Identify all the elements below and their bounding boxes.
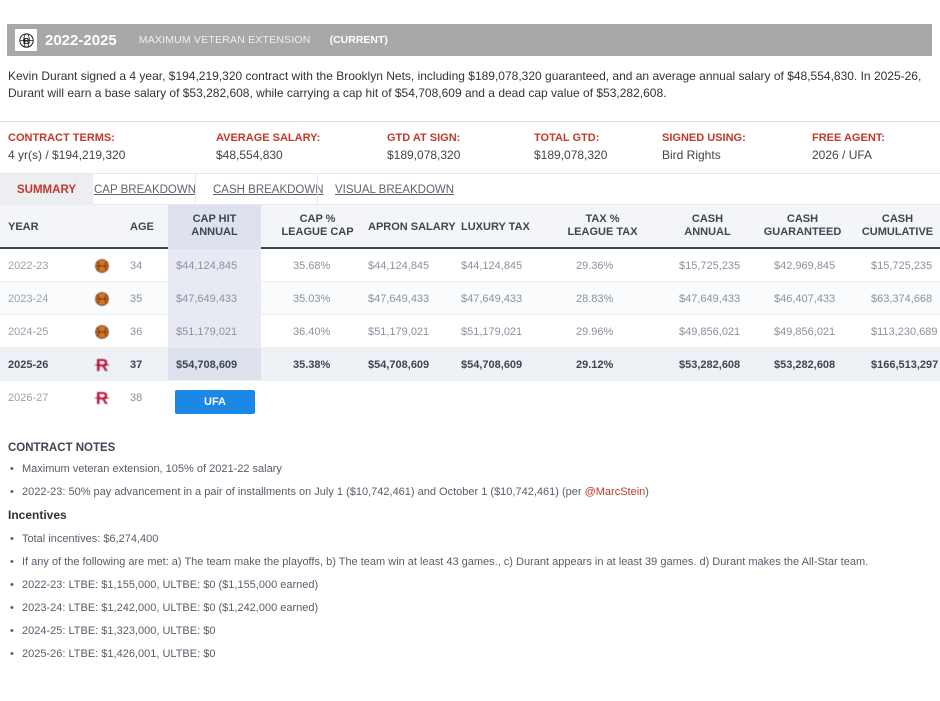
svg-text:R: R	[96, 389, 108, 407]
svg-text:R: R	[96, 356, 108, 374]
svg-text:B: B	[23, 35, 29, 45]
